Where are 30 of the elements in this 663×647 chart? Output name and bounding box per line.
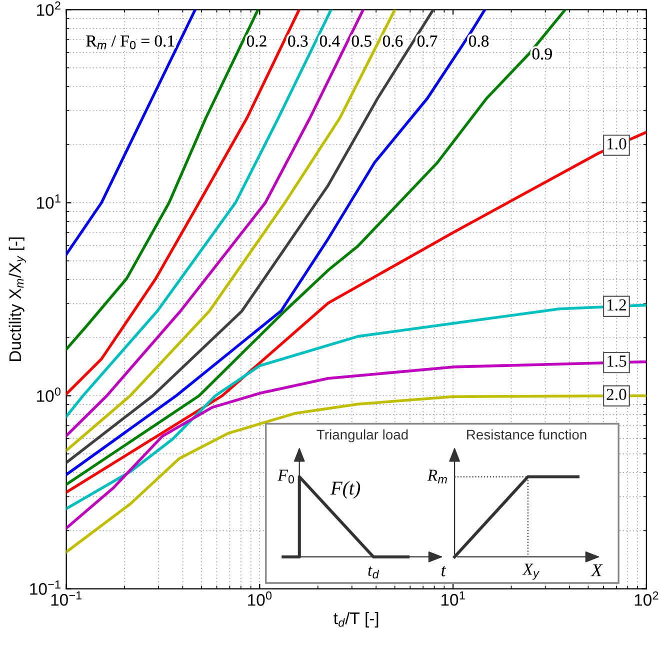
series-label: 0.9 (532, 48, 552, 60)
annotation: t$_{d}$ (368, 566, 380, 578)
series-label: 1.5 (608, 356, 626, 367)
annotation: F(t) (330, 481, 360, 499)
x-tick-label: 10$^{1}$ (441, 591, 465, 606)
annotation: X$_{y}$ (522, 564, 540, 580)
annotation: R$_{m}$ (427, 470, 447, 484)
series-label: 1.2 (608, 299, 626, 311)
annotation: t (442, 566, 446, 576)
x-axis-title: t$_{d}$/T [-] (334, 612, 378, 628)
series-label: 2.0 (606, 388, 626, 400)
y-tick-label: 10$^{2}$ (37, 1, 60, 16)
series-label: 0.3 (288, 35, 308, 47)
y-tick-label: 10$^{1}$ (37, 194, 60, 209)
x-tick-label: 10$^{2}$ (634, 591, 658, 606)
series-label: 0.4 (320, 35, 340, 47)
series-label: 0.2 (246, 35, 266, 47)
x-tick-label: 10$^{0}$ (248, 591, 272, 606)
y-axis-title: Ductility X$_{m}$/X$_{y}$ [-] (8, 237, 26, 361)
series-label: 0.8 (469, 35, 489, 47)
y-tick-label: 10$^{0}$ (37, 387, 60, 402)
annotation: X (590, 564, 603, 576)
series-label: 0.7 (417, 35, 438, 47)
series-label: R$_{m}$ / F$_{0}$ = 0.1 (86, 35, 174, 50)
series-label: 0.6 (382, 35, 403, 47)
series-label: 0.5 (352, 35, 372, 47)
annotation: F$_{0}$ (278, 470, 294, 484)
annotation: Resistance function (467, 429, 586, 440)
annotation: Triangular load (316, 429, 408, 442)
series-label: 1.0 (608, 138, 626, 150)
